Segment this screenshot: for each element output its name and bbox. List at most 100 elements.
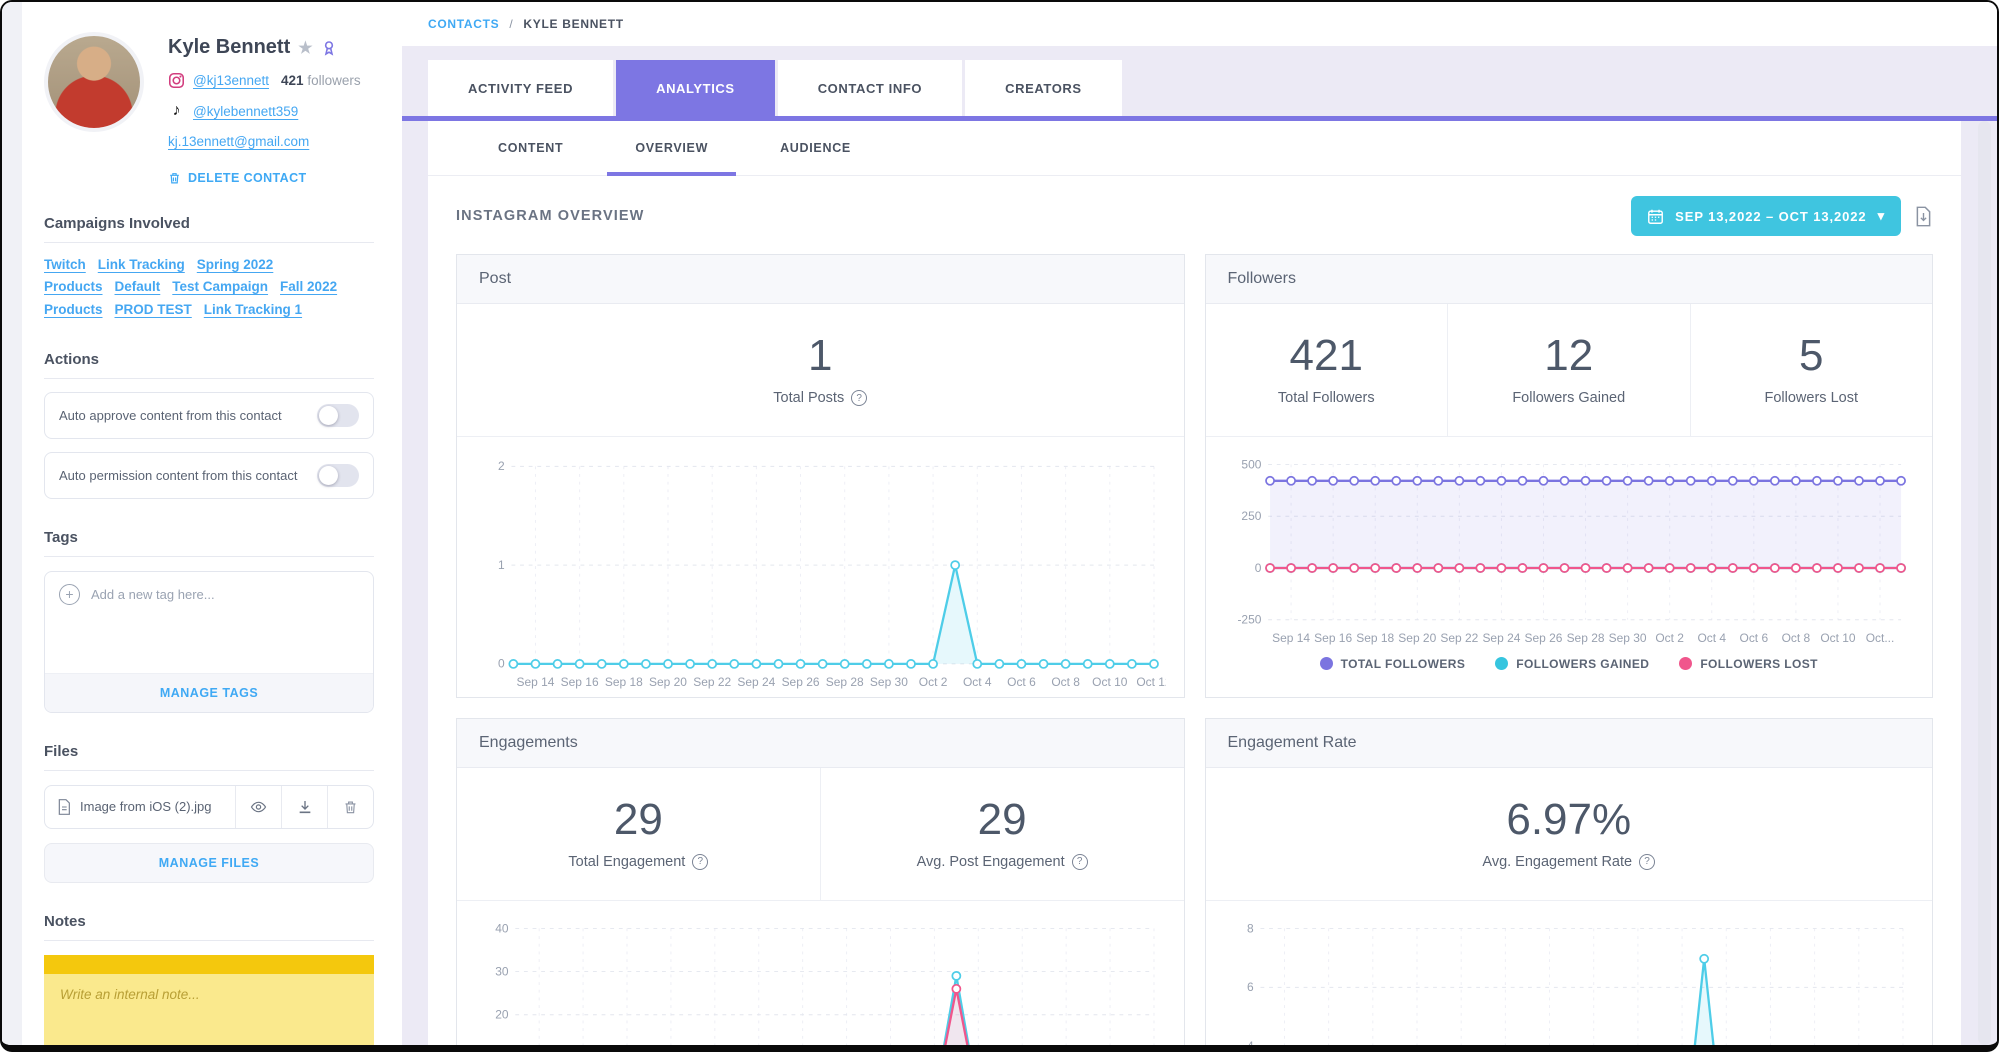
note-top-strip (44, 955, 374, 974)
followers-gained-label: Followers Gained (1512, 390, 1625, 406)
favorite-star-icon[interactable]: ★ (298, 38, 312, 58)
campaign-link[interactable]: Test Campaign (172, 279, 268, 294)
legend-label-total-followers: TOTAL FOLLOWERS (1341, 657, 1466, 671)
auto-permission-toggle[interactable] (317, 464, 359, 487)
export-report-button[interactable] (1914, 206, 1933, 227)
svg-text:Sep 22: Sep 22 (1440, 631, 1478, 645)
svg-text:Sep 24: Sep 24 (737, 675, 775, 689)
help-icon[interactable]: ? (1072, 854, 1088, 870)
file-name-label: Image from iOS (2).jpg (80, 799, 212, 814)
manage-tags-button[interactable]: MANAGE TAGS (45, 673, 373, 712)
subtab-overview[interactable]: OVERVIEW (599, 121, 744, 175)
svg-text:-250: -250 (1237, 613, 1261, 627)
tab-contact-info[interactable]: CONTACT INFO (778, 60, 962, 116)
trash-icon (343, 799, 358, 815)
avg-post-engagement-value: 29 (821, 795, 1184, 845)
tags-section: Tags + Add a new tag here... MANAGE TAGS (44, 529, 374, 713)
tab-analytics[interactable]: ANALYTICS (616, 60, 775, 116)
campaigns-section: Campaigns Involved TwitchLink TrackingSp… (44, 215, 374, 321)
files-section: Files Image from iOS (2).jpg (44, 743, 374, 883)
svg-text:40: 40 (495, 921, 509, 935)
svg-text:Oct 12: Oct 12 (1136, 675, 1165, 689)
svg-text:Sep 20: Sep 20 (1398, 631, 1436, 645)
date-range-picker[interactable]: SEP 13,2022 – OCT 13,2022 ▾ (1631, 196, 1901, 236)
instagram-handle-link[interactable]: @kj13ennett (193, 73, 269, 88)
tiktok-handle-link[interactable]: @kylebennett359 (193, 104, 298, 119)
date-range-label: SEP 13,2022 – OCT 13,2022 (1675, 209, 1866, 224)
actions-title: Actions (44, 351, 374, 379)
download-file-button[interactable] (281, 786, 327, 828)
campaign-link[interactable]: Default (115, 279, 161, 294)
campaign-link[interactable]: Link Tracking 1 (204, 302, 302, 317)
svg-text:Oct 8: Oct 8 (1051, 675, 1080, 689)
contact-name: Kyle Bennett (168, 36, 290, 59)
instagram-icon (168, 72, 185, 89)
campaign-link[interactable]: Link Tracking (98, 257, 185, 272)
auto-approve-toggle[interactable] (317, 404, 359, 427)
help-icon[interactable]: ? (1639, 854, 1655, 870)
auto-approve-label: Auto approve content from this contact (59, 408, 282, 423)
total-followers-label: Total Followers (1278, 390, 1375, 406)
auto-approve-row: Auto approve content from this contact (44, 392, 374, 439)
followers-card-title: Followers (1206, 255, 1933, 304)
left-gutter (2, 2, 22, 1045)
subtab-audience[interactable]: AUDIENCE (744, 121, 887, 175)
manage-files-button[interactable]: MANAGE FILES (44, 843, 374, 883)
legend-dot-followers-lost (1679, 657, 1692, 670)
creator-badge-icon (321, 40, 337, 56)
analytics-panel: CONTENT OVERVIEW AUDIENCE INSTAGRAM OVER… (428, 121, 1961, 1045)
email-link[interactable]: kj.13ennett@gmail.com (168, 134, 309, 149)
tags-title: Tags (44, 529, 374, 557)
breadcrumb-contacts-link[interactable]: CONTACTS (428, 17, 499, 31)
breadcrumb: CONTACTS / KYLE BENNETT (402, 2, 1997, 46)
main-area: CONTACTS / KYLE BENNETT ACTIVITY FEED AN… (402, 2, 1997, 1045)
legend-dot-followers-gained (1495, 657, 1508, 670)
file-icon (57, 799, 71, 815)
engagement-rate-card-title: Engagement Rate (1206, 719, 1933, 768)
eye-icon (249, 799, 268, 815)
preview-file-button[interactable] (235, 786, 281, 828)
svg-text:Oct 6: Oct 6 (1739, 631, 1768, 645)
svg-text:1: 1 (498, 558, 505, 572)
followers-chart: -2500250500Sep 14Sep 16Sep 18Sep 20Sep 2… (1206, 437, 1933, 653)
svg-text:30: 30 (495, 964, 509, 978)
tab-creators[interactable]: CREATORS (965, 60, 1122, 116)
svg-text:Sep 26: Sep 26 (1524, 631, 1562, 645)
breadcrumb-current: KYLE BENNETT (523, 17, 623, 31)
campaign-link[interactable]: Twitch (44, 257, 86, 272)
svg-text:Sep 22: Sep 22 (693, 675, 731, 689)
breadcrumb-separator: / (509, 17, 513, 31)
campaign-link[interactable]: PROD TEST (115, 302, 192, 317)
help-icon[interactable]: ? (692, 854, 708, 870)
vertical-scrollbar[interactable] (1978, 121, 1991, 1045)
svg-text:0: 0 (498, 657, 505, 671)
svg-text:Oct 10: Oct 10 (1820, 631, 1856, 645)
delete-contact-button[interactable]: DELETE CONTACT (168, 171, 361, 185)
subtab-content[interactable]: CONTENT (462, 121, 599, 175)
auto-permission-label: Auto permission content from this contac… (59, 468, 297, 483)
avg-engagement-rate-value: 6.97% (1206, 795, 1933, 845)
engagements-card-title: Engagements (457, 719, 1184, 768)
svg-text:Sep 18: Sep 18 (605, 675, 643, 689)
files-title: Files (44, 743, 374, 771)
calendar-icon (1647, 208, 1664, 225)
add-tag-input[interactable]: + Add a new tag here... (45, 572, 373, 617)
help-icon[interactable]: ? (851, 390, 867, 406)
svg-text:Oct 2: Oct 2 (919, 675, 948, 689)
ig-followers-count: 421 (281, 73, 304, 88)
svg-text:250: 250 (1241, 509, 1261, 523)
note-input[interactable]: Write an internal note... (44, 974, 374, 1015)
notes-title: Notes (44, 913, 374, 941)
chevron-down-icon: ▾ (1878, 208, 1885, 224)
engagement-rate-card: Engagement Rate 6.97% Avg. Engagement Ra… (1205, 718, 1934, 1045)
tab-activity-feed[interactable]: ACTIVITY FEED (428, 60, 613, 116)
add-tag-placeholder: Add a new tag here... (91, 587, 215, 602)
plus-circle-icon: + (59, 584, 80, 605)
svg-text:Oct...: Oct... (1865, 631, 1894, 645)
svg-text:6: 6 (1247, 980, 1254, 994)
svg-text:4: 4 (1247, 1039, 1254, 1045)
delete-file-button[interactable] (327, 786, 373, 828)
svg-text:Sep 30: Sep 30 (870, 675, 908, 689)
svg-text:Sep 16: Sep 16 (561, 675, 599, 689)
actions-section: Actions Auto approve content from this c… (44, 351, 374, 499)
